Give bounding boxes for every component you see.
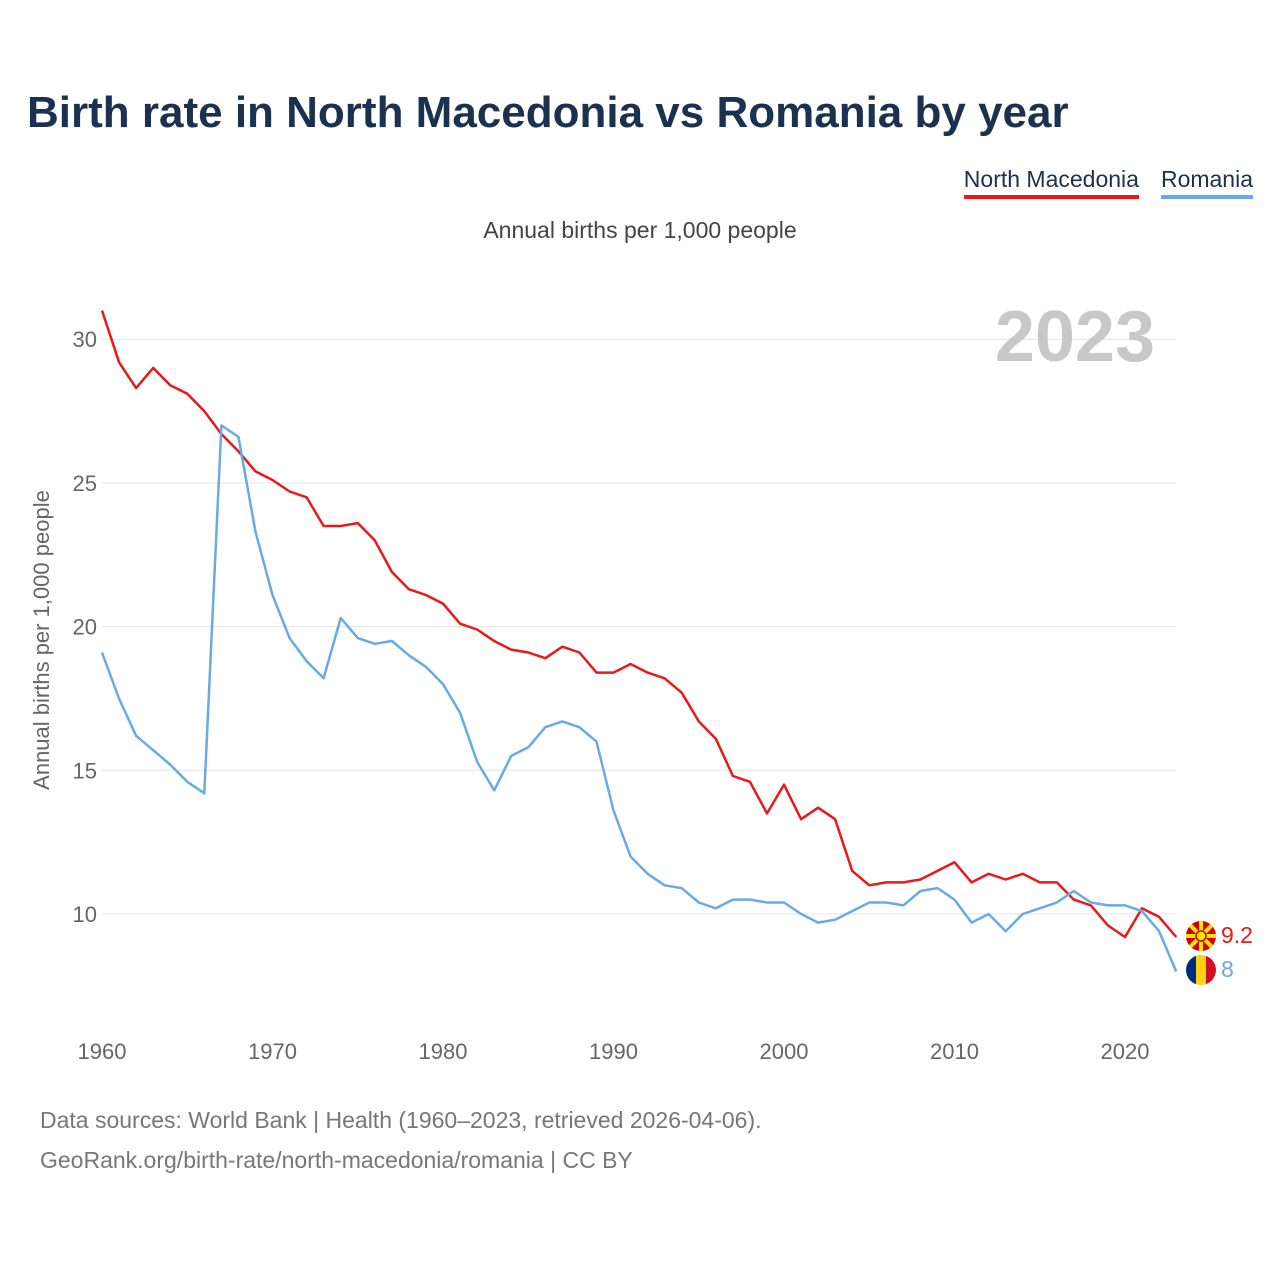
source-line-2[interactable]: GeoRank.org/birth-rate/north-macedonia/r… (40, 1147, 633, 1173)
x-tick-label: 1990 (589, 1039, 638, 1064)
x-tick-label: 2000 (760, 1039, 809, 1064)
legend: North Macedonia Romania (963, 166, 1253, 199)
north-macedonia-end-label: 9.2 (1221, 922, 1253, 948)
series-line-north-macedonia (100, 310, 1178, 939)
series-line-romania (100, 424, 1178, 972)
x-tick-label: 1970 (248, 1039, 297, 1064)
x-tick-label: 1960 (78, 1039, 127, 1064)
source-line-1: Data sources: World Bank | Health (1960–… (40, 1107, 762, 1133)
y-axis-label: Annual births per 1,000 people (29, 490, 54, 790)
north-macedonia-flag-icon (1186, 921, 1216, 951)
x-tick-label: 2020 (1101, 1039, 1150, 1064)
romania-flag-icon (1186, 955, 1216, 985)
year-watermark: 2023 (995, 297, 1155, 377)
x-tick-label: 1980 (419, 1039, 468, 1064)
y-tick-label: 15 (73, 758, 97, 783)
y-tick-label: 25 (73, 471, 97, 496)
romania-end-label: 8 (1221, 956, 1234, 982)
y-tick-label: 20 (73, 615, 97, 640)
chart-title: Birth rate in North Macedonia vs Romania… (27, 88, 1069, 137)
y-tick-label: 30 (73, 327, 97, 352)
y-tick-label: 10 (73, 902, 97, 927)
legend-romania[interactable]: Romania (1160, 166, 1253, 199)
x-tick-label: 2010 (930, 1039, 979, 1064)
chart-subtitle: Annual births per 1,000 people (483, 217, 797, 243)
legend-north-macedonia[interactable]: North Macedonia (963, 166, 1139, 199)
